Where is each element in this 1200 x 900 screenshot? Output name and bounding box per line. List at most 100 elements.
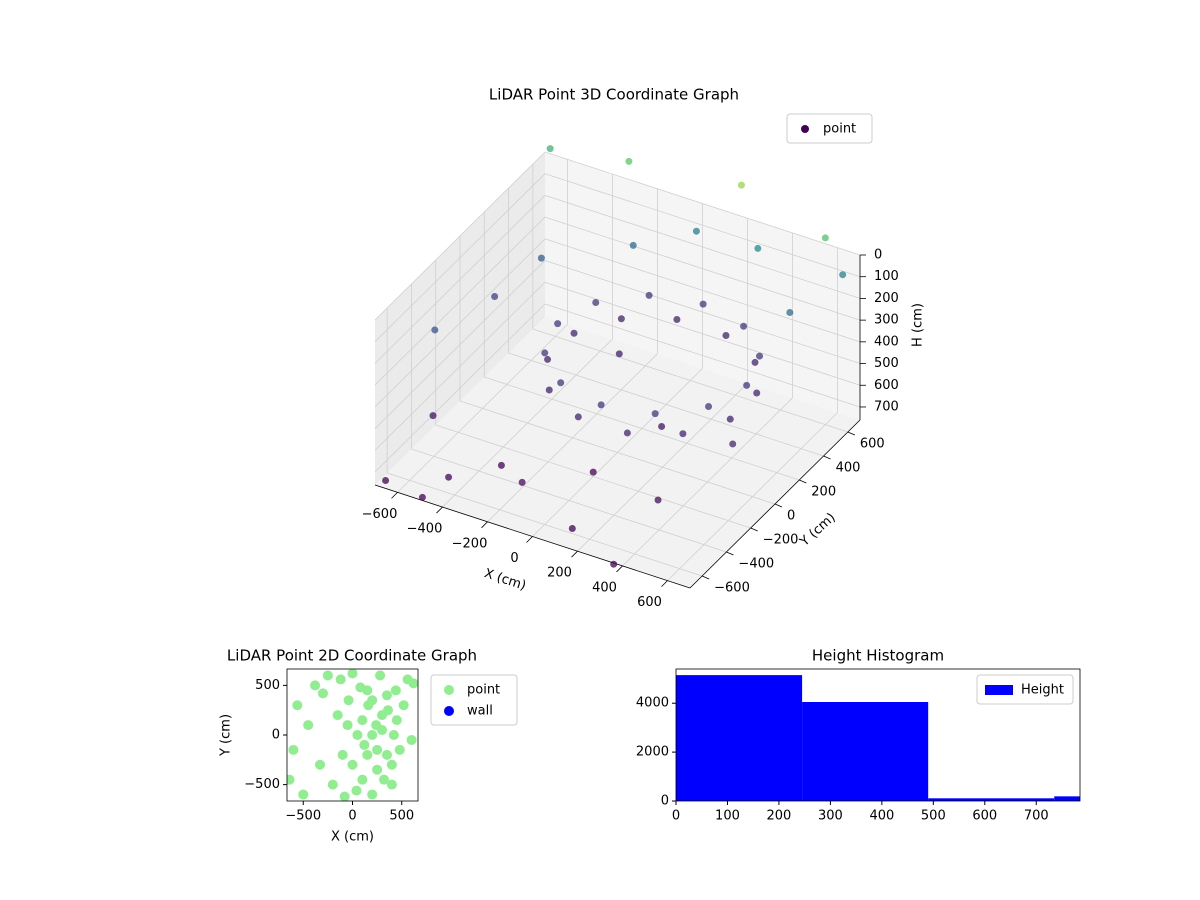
point [372, 764, 383, 775]
x-tick-label: 500 [389, 809, 414, 824]
point [314, 759, 325, 770]
y-tick-label: −500 [244, 777, 280, 792]
grid-line [374, 281, 546, 451]
point [327, 779, 338, 790]
point [673, 315, 681, 323]
point [332, 710, 343, 721]
tick-mark [701, 575, 710, 580]
grid-line [544, 238, 861, 343]
chart-3d: −600−400−2000200400600−600−400−200020040… [362, 86, 926, 611]
y-axis-label: Y (cm) [219, 714, 234, 757]
point [445, 473, 453, 481]
point [377, 725, 388, 736]
point [362, 685, 373, 696]
grid-line [411, 448, 727, 553]
x-tick-label: 200 [547, 566, 572, 581]
tick-mark [616, 565, 623, 573]
chart-title: LiDAR Point 3D Coordinate Graph [489, 86, 739, 104]
point [292, 700, 303, 711]
z-tick-label: 300 [874, 313, 899, 328]
grid-line [544, 216, 861, 321]
y-tick-label: −600 [714, 581, 750, 596]
point [651, 410, 659, 418]
point [379, 774, 390, 785]
point [491, 292, 499, 300]
grid-line [374, 195, 546, 364]
y-tick-label: 200 [811, 485, 836, 500]
axis-line [689, 419, 861, 589]
point [756, 352, 764, 360]
axis-line [374, 484, 691, 589]
legend-label: wall [467, 704, 493, 719]
point [339, 791, 350, 801]
legend-box [976, 674, 1074, 705]
grid-line [544, 260, 861, 364]
tick-mark [481, 521, 488, 529]
legend-label: point [467, 683, 500, 698]
point [544, 355, 552, 363]
point [418, 493, 426, 501]
point [737, 181, 745, 189]
x-axis-label: X (cm) [482, 566, 528, 594]
point [408, 678, 418, 689]
point [390, 685, 401, 696]
bar [676, 675, 803, 801]
tick-mark [661, 580, 668, 587]
point [298, 789, 309, 800]
z-tick-label: 0 [874, 248, 882, 263]
grid-line [544, 195, 861, 299]
point [726, 415, 734, 423]
point [570, 329, 578, 337]
point [406, 734, 417, 745]
plot-area [676, 675, 1080, 801]
point [391, 715, 402, 726]
point [343, 695, 354, 706]
x-tick-label: 0 [348, 809, 356, 824]
y-tick-label: −200 [763, 533, 799, 548]
point [537, 254, 545, 262]
point [705, 402, 713, 410]
tick-mark [799, 479, 807, 484]
legend-swatch [444, 685, 454, 695]
tick-mark [571, 550, 578, 558]
point [335, 674, 346, 685]
point [310, 680, 321, 691]
grid-line [459, 400, 776, 505]
x-tick-label: 100 [715, 809, 740, 824]
point [654, 496, 662, 504]
point [367, 789, 378, 800]
point [615, 350, 623, 358]
point [347, 669, 358, 679]
x-tick-label: −400 [407, 522, 443, 537]
point [388, 730, 399, 740]
z-tick-label: 400 [874, 334, 899, 349]
z-tick-label: 500 [874, 356, 899, 371]
point [729, 440, 737, 448]
point [625, 157, 633, 165]
x-tick-label: 0 [672, 809, 680, 824]
point [357, 715, 368, 726]
z-axis-label: H (cm) [911, 303, 926, 347]
point [497, 461, 505, 469]
point [431, 326, 439, 334]
grid-line [532, 328, 848, 433]
point [557, 379, 565, 387]
point [367, 695, 378, 706]
y-tick-label: 4000 [636, 696, 669, 711]
point [753, 389, 761, 397]
y-tick-label: 2000 [636, 745, 669, 760]
point [352, 730, 363, 740]
point [287, 774, 295, 785]
tick-mark [726, 551, 734, 556]
point [722, 332, 730, 340]
point [357, 774, 368, 785]
grid-line [374, 151, 546, 321]
chart-title: LiDAR Point 2D Coordinate Graph [227, 647, 477, 665]
tick-mark [823, 455, 831, 460]
point [629, 241, 637, 249]
tick-mark [750, 527, 758, 532]
point [351, 785, 362, 796]
point [359, 739, 370, 750]
point [754, 244, 762, 252]
point [303, 720, 314, 731]
